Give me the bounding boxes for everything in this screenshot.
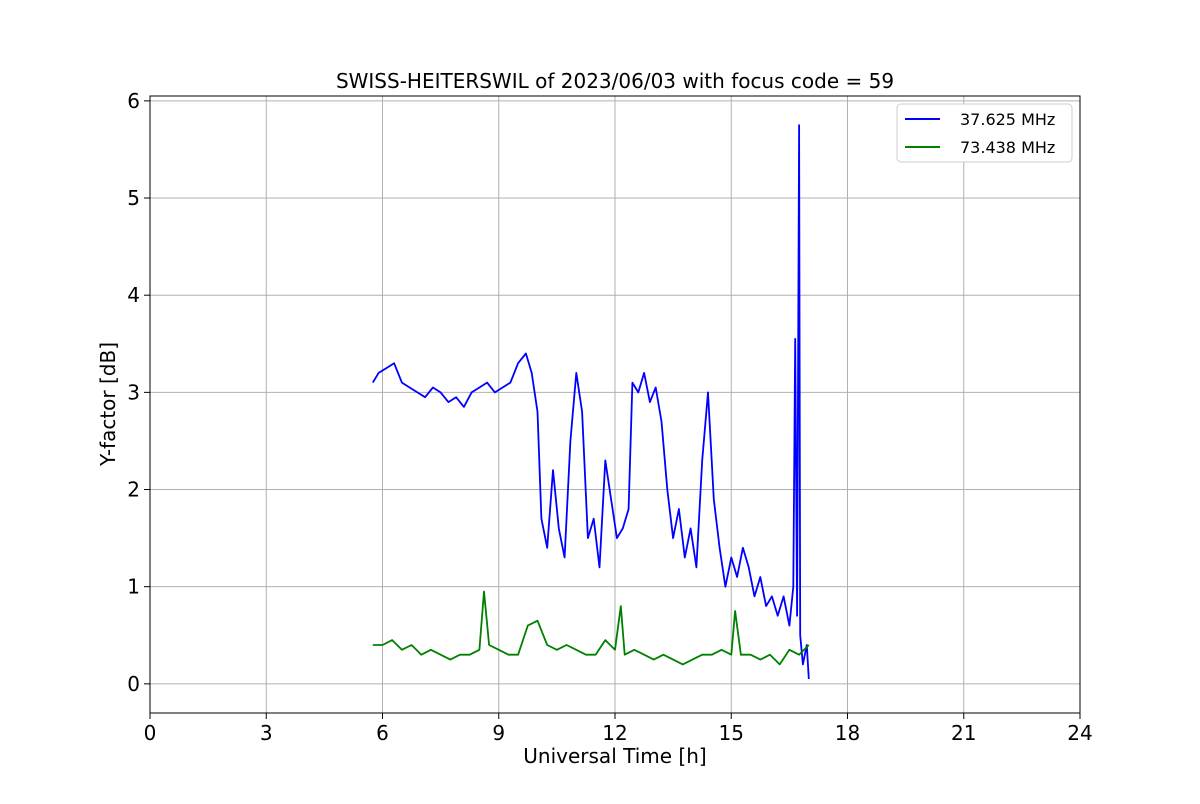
y-axis-label: Y-factor [dB]: [96, 342, 120, 467]
x-axis: 0 3 6 9 12 15 18 21 24: [144, 713, 1093, 745]
y-tick-label: 1: [127, 575, 140, 599]
x-tick-label: 3: [260, 721, 273, 745]
x-tick-label: 0: [144, 721, 157, 745]
x-tick-label: 21: [951, 721, 976, 745]
x-tick-label: 9: [492, 721, 505, 745]
x-tick-label: 12: [602, 721, 627, 745]
series-line-0: [372, 124, 810, 680]
legend: 37.625 MHz 73.438 MHz: [896, 103, 1073, 163]
y-tick-label: 4: [127, 283, 140, 307]
y-tick-label: 5: [127, 186, 140, 210]
series-group: [372, 124, 810, 680]
y-tick-label: 0: [127, 672, 140, 696]
y-tick-label: 6: [127, 89, 140, 113]
chart-title: SWISS-HEITERSWIL of 2023/06/03 with focu…: [336, 69, 894, 93]
y-tick-label: 2: [127, 478, 140, 502]
x-tick-label: 15: [719, 721, 744, 745]
y-tick-label: 3: [127, 380, 140, 404]
legend-box: [896, 103, 1073, 163]
x-tick-label: 18: [835, 721, 860, 745]
x-axis-label: Universal Time [h]: [523, 744, 706, 768]
legend-label-73mhz: 73.438 MHz: [960, 138, 1055, 157]
x-tick-label: 6: [376, 721, 389, 745]
legend-label-37mhz: 37.625 MHz: [960, 110, 1055, 129]
x-tick-label: 24: [1067, 721, 1092, 745]
series-line-1: [372, 590, 810, 666]
y-axis: 0 1 2 3 4 5 6: [127, 89, 150, 696]
